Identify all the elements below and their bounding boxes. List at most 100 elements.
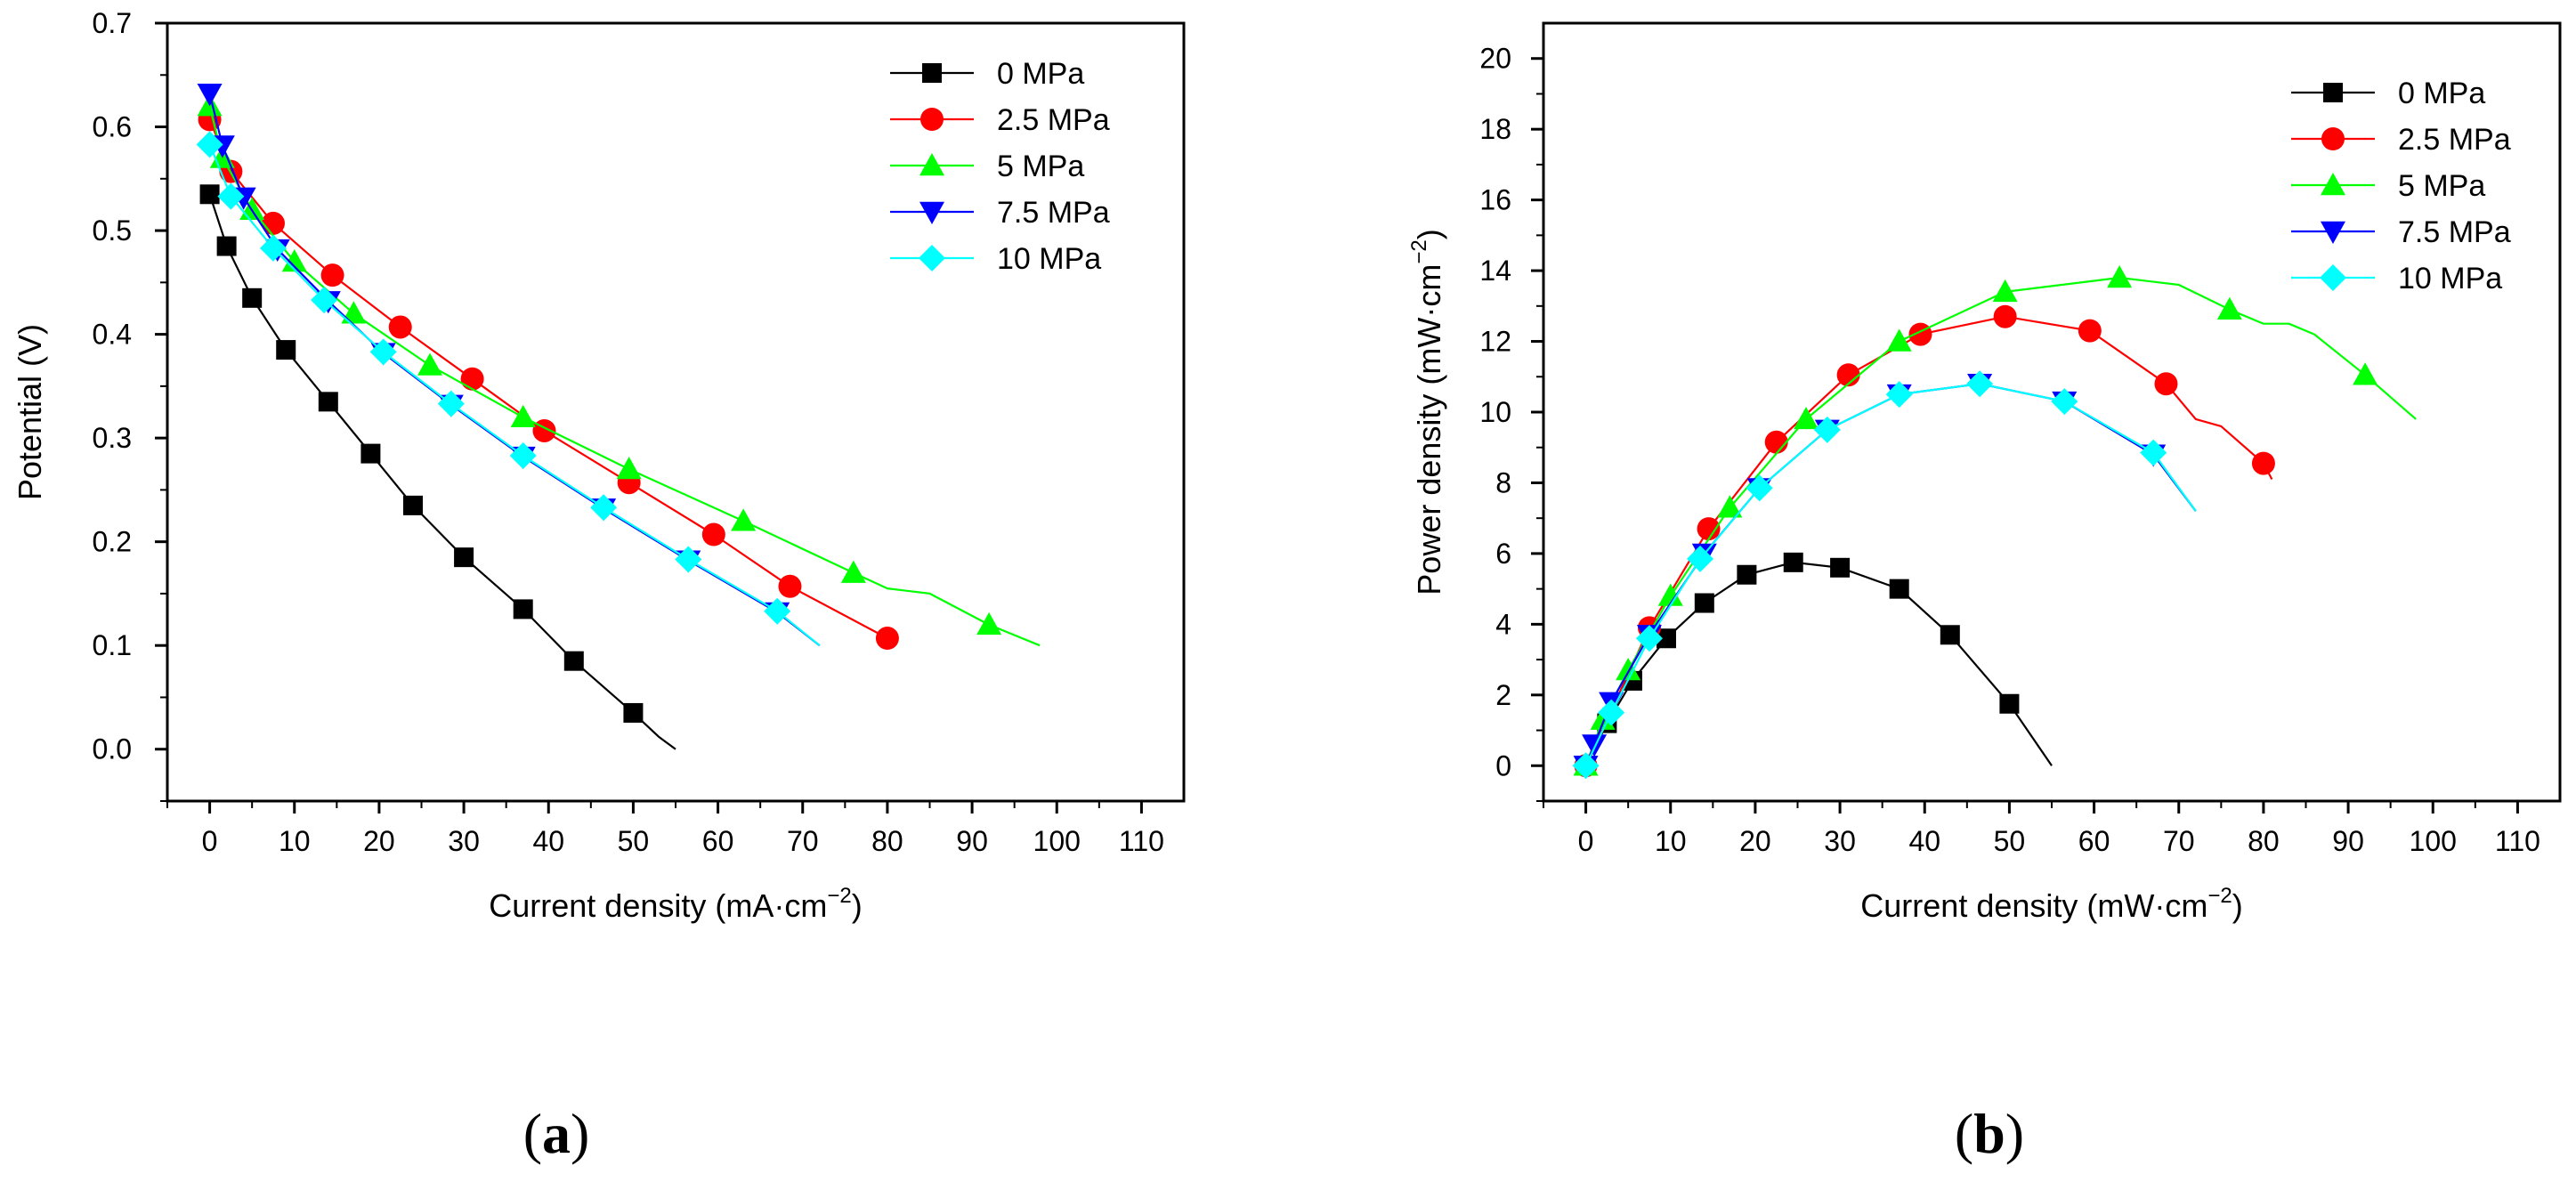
legend: 0 MPa 2.5 MPa 5 MPa 7.5 MPa 10 MPa	[2291, 77, 2511, 295]
x-tick-label: 110	[2495, 825, 2540, 857]
panel-label: (b)	[1955, 1102, 2024, 1165]
data-point	[1999, 693, 2020, 714]
y-axis-title-close: )	[1411, 229, 1447, 239]
x-tick-label: 30	[1824, 825, 1856, 857]
legend-label: 7.5 MPa	[2398, 215, 2511, 249]
y-axis-title: Potential (V)	[12, 324, 48, 500]
x-tick-label: 50	[1994, 825, 2026, 857]
data-point	[1737, 564, 1757, 585]
legend-label: 10 MPa	[2398, 262, 2502, 295]
y-axis-title-sup: −2	[1407, 239, 1431, 263]
panel-label-close: )	[571, 1102, 589, 1165]
x-tick-label: 100	[1033, 825, 1081, 857]
data-point	[731, 508, 757, 531]
data-point	[281, 249, 307, 272]
data-point	[311, 287, 338, 314]
data-point	[2154, 372, 2178, 396]
y-tick-label: 16	[1479, 184, 1511, 216]
x-tick-label: 30	[448, 825, 480, 857]
panel-label: (a)	[523, 1102, 590, 1165]
data-point	[1836, 363, 1860, 387]
y-tick-label: 0.2	[93, 526, 132, 558]
series-line-10-MPa	[208, 143, 821, 647]
y-tick-label: 0.4	[93, 319, 132, 351]
data-point	[2107, 265, 2133, 288]
legend-label: 7.5 MPa	[997, 196, 1110, 230]
data-point	[1813, 416, 1841, 443]
y-axis-title-main: Potential (V)	[12, 324, 48, 500]
x-axis-title-close: )	[2232, 887, 2243, 924]
x-tick-label: 10	[1655, 825, 1687, 857]
data-point	[1992, 279, 2018, 303]
series-line-0-MPa	[1584, 561, 2053, 766]
data-point	[509, 441, 537, 469]
x-tick-label: 20	[1739, 825, 1771, 857]
legend-marker	[2321, 221, 2345, 244]
data-point	[1966, 370, 1994, 398]
x-tick-label: 60	[2078, 825, 2110, 857]
y-tick-label: 18	[1479, 113, 1511, 145]
data-point	[1889, 579, 1909, 599]
x-axis-title: Current density (mA·cm−2)	[489, 884, 862, 924]
data-point	[1940, 625, 1960, 645]
panel-b: 0 10 20 30 40 50 60 70 80 90 100 110 0 2 4 6 8 10 12 14 16 18…	[1407, 21, 2562, 1165]
data-point	[778, 574, 802, 598]
x-axis-title-main: Current density (mA·cm	[489, 887, 827, 924]
legend-label: 5 MPa	[997, 150, 1084, 183]
legend-marker	[2321, 127, 2345, 150]
data-point	[369, 338, 397, 366]
data-point	[1694, 593, 1714, 613]
x-tick-label: 10	[279, 825, 311, 857]
data-point	[1697, 517, 1721, 541]
x-tick-label: 100	[2410, 825, 2457, 857]
panel-label-open: (	[523, 1102, 542, 1165]
data-point	[1764, 430, 1788, 454]
x-axis-title-sup: −2	[2207, 884, 2232, 908]
x-tick-label: 110	[1119, 825, 1164, 857]
series-line-7-5-MPa	[1584, 383, 2197, 766]
data-point	[259, 234, 287, 262]
x-tick-label: 70	[2163, 825, 2195, 857]
data-point	[1886, 328, 1912, 352]
y-tick-label: 8	[1495, 466, 1511, 498]
data-point	[2216, 296, 2242, 320]
panel-a: 0 10 20 30 40 50 60 70 80 90 100 110 0.0 0.1 0.2 0.3 0.4…	[12, 7, 1186, 1165]
data-point	[764, 597, 791, 625]
data-point	[2251, 451, 2275, 475]
data-point	[460, 367, 484, 391]
legend-marker	[2321, 173, 2345, 196]
y-tick-label: 0.5	[93, 215, 132, 247]
x-tick-label: 90	[956, 825, 988, 857]
data-point	[675, 546, 702, 573]
panel-label-letter: b	[1973, 1102, 2005, 1165]
data-point	[701, 522, 725, 546]
data-point	[2353, 362, 2378, 385]
data-point	[437, 390, 465, 417]
y-tick-label: 2	[1495, 679, 1511, 711]
data-point	[2078, 319, 2102, 343]
data-point	[360, 443, 381, 464]
data-point	[1656, 628, 1676, 649]
x-tick-label: 20	[363, 825, 395, 857]
x-tick-label: 40	[1908, 825, 1940, 857]
y-tick-label: 0.0	[93, 733, 132, 765]
data-point	[196, 131, 223, 158]
data-point	[1598, 699, 1625, 726]
data-point	[318, 392, 338, 412]
data-point	[1717, 495, 1743, 518]
data-point	[1993, 304, 2017, 328]
x-tick-label: 90	[2332, 825, 2364, 857]
x-tick-label: 0	[202, 825, 218, 857]
legend-label: 0 MPa	[997, 57, 1084, 91]
data-point	[242, 287, 263, 308]
panel-label-letter: a	[542, 1102, 571, 1165]
legend-marker	[922, 63, 942, 83]
plot-frame	[166, 21, 1186, 803]
data-point	[513, 599, 533, 619]
y-tick-label: 0.7	[93, 7, 132, 39]
x-axis-title: Current density (mW·cm−2)	[1860, 884, 2242, 924]
data-point	[417, 352, 443, 376]
panel-label-open: (	[1955, 1102, 1973, 1165]
legend-label: 2.5 MPa	[2398, 123, 2511, 157]
